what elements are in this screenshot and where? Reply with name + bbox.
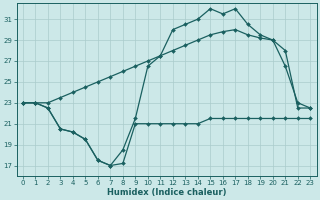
X-axis label: Humidex (Indice chaleur): Humidex (Indice chaleur) <box>107 188 226 197</box>
